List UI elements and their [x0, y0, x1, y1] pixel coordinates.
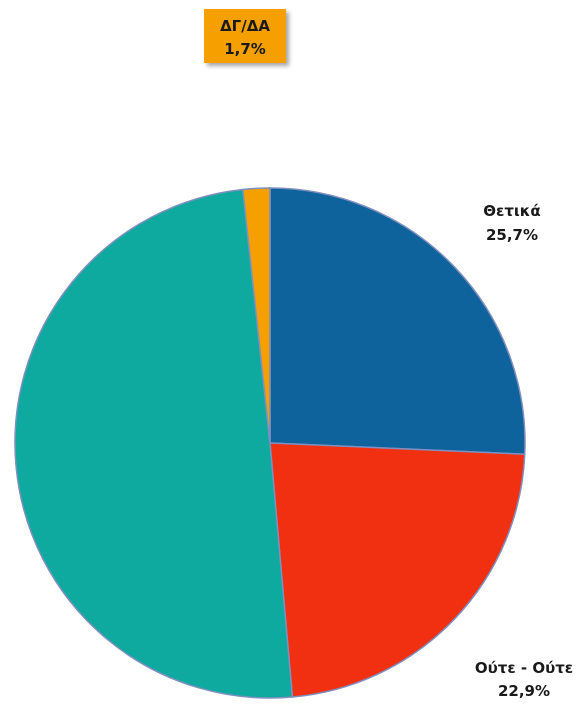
slice-label-positive: Θετικά: [483, 202, 540, 220]
slice-value-positive: 25,7%: [486, 226, 538, 244]
slice-positive: [269, 187, 526, 455]
slice-label-dkna: ΔΓ/ΔΑ: [220, 17, 270, 35]
slice-neither: [269, 442, 526, 698]
slice-dkna: [241, 187, 271, 444]
slice-value-dkna: 1,7%: [224, 40, 266, 58]
slice-value-neither: 22,9%: [498, 682, 550, 700]
slice-negative: [14, 188, 294, 699]
slice-label-box-dkna: ΔΓ/ΔΑ 1,7%: [204, 9, 286, 63]
slice-label-neither: Ούτε - Ούτε: [475, 659, 573, 677]
label-box-background: [204, 9, 286, 63]
